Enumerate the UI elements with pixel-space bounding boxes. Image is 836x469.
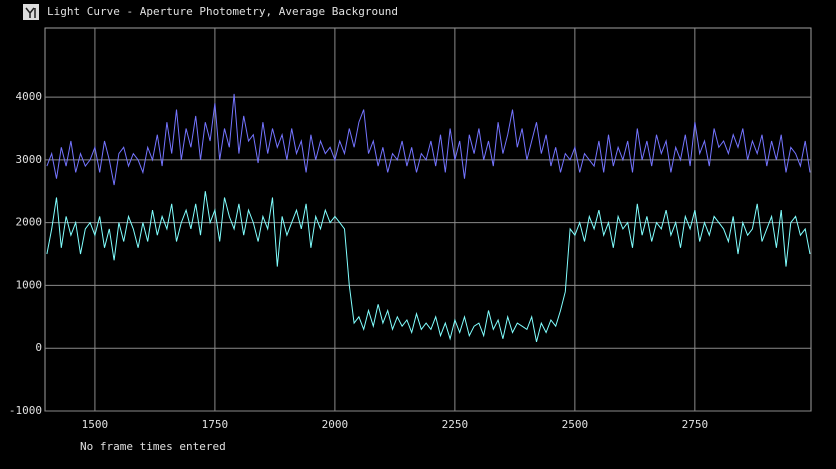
y-tick-label: -1000 — [9, 404, 42, 417]
x-tick-label: 2250 — [442, 418, 469, 431]
status-text: No frame times entered — [80, 440, 226, 453]
y-tick-label: 0 — [35, 341, 42, 354]
window-title: Light Curve - Aperture Photometry, Avera… — [47, 5, 398, 18]
y-tick-label: 1000 — [16, 278, 43, 291]
y-tick-label: 4000 — [16, 90, 43, 103]
x-tick-label: 2500 — [562, 418, 589, 431]
x-tick-label: 1500 — [82, 418, 109, 431]
x-tick-label: 2750 — [682, 418, 709, 431]
series-line — [46, 93, 811, 186]
y-tick-label: 3000 — [16, 153, 43, 166]
x-tick-label: 1750 — [202, 418, 229, 431]
x-tick-label: 2000 — [322, 418, 349, 431]
window-icon — [23, 4, 39, 20]
y-tick-label: 2000 — [16, 216, 43, 229]
series-line — [46, 191, 811, 343]
